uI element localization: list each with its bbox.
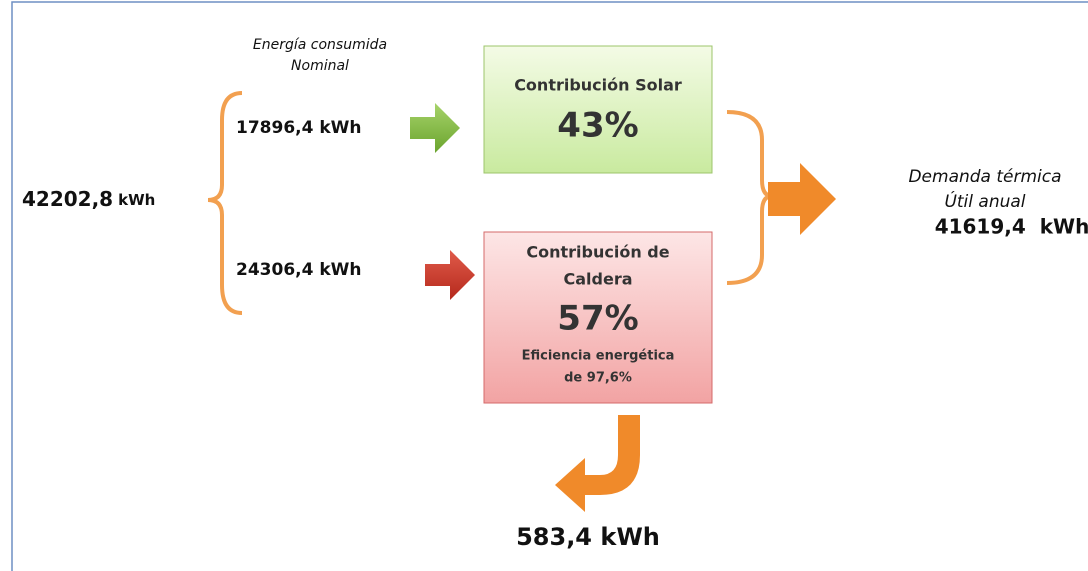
boiler-note: de 97,6%: [564, 371, 632, 386]
left-brace: [207, 91, 243, 315]
boiler-box: [483, 231, 713, 404]
boiler-percent: 57%: [557, 299, 638, 339]
solar-arrow: [410, 103, 460, 153]
solar-percent: 43%: [557, 106, 638, 146]
input-value: 42202,8 kWh: [22, 187, 155, 211]
header: Energía consumida: [253, 37, 387, 53]
boiler-title: Caldera: [563, 270, 632, 289]
right-brace: [726, 110, 773, 285]
boiler-title: Contribución de: [526, 243, 669, 262]
loss-arrow: [555, 415, 640, 512]
header: Nominal: [291, 58, 349, 74]
frame: [11, 1, 1088, 571]
boiler-note: Eficiencia energética: [522, 349, 675, 364]
solar-box: [483, 45, 713, 174]
output-label: Demanda térmica: [908, 167, 1061, 187]
loss-value: 583,4 kWh: [516, 523, 660, 551]
solar-title: Contribución Solar: [514, 76, 682, 95]
solar-input: 17896,4 kWh: [236, 118, 362, 138]
boiler-input: 24306,4 kWh: [236, 260, 362, 280]
output-label: Útil anual: [944, 190, 1025, 212]
output-value: 41619,4 kWh: [935, 215, 1088, 239]
output-arrow: [768, 163, 836, 235]
boiler-arrow: [425, 250, 475, 300]
